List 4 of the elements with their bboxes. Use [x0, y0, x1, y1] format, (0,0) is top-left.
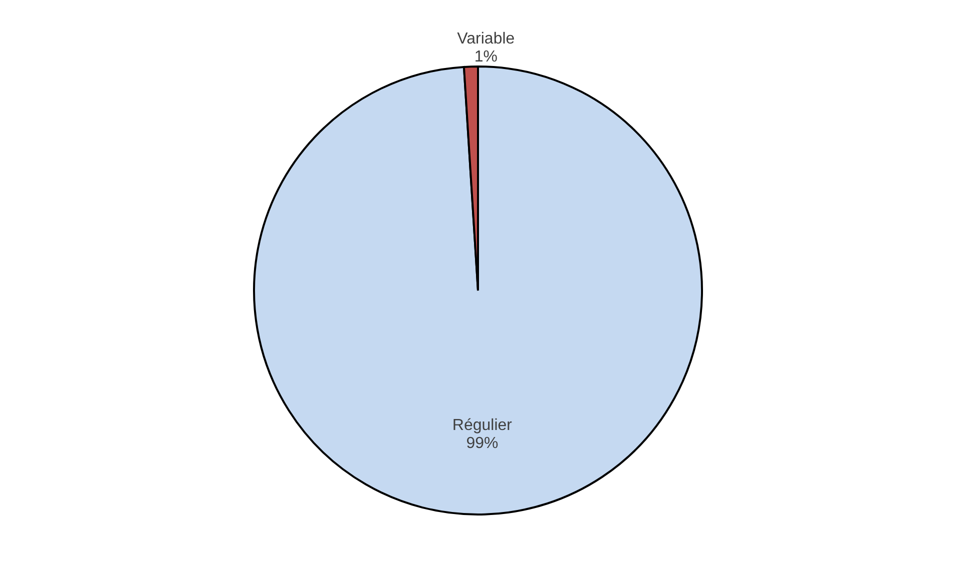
data-label: 99%	[466, 434, 498, 452]
slice-label: Variable	[457, 30, 515, 48]
slice-label: Régulier	[452, 416, 513, 434]
data-label: 1%	[474, 48, 498, 66]
